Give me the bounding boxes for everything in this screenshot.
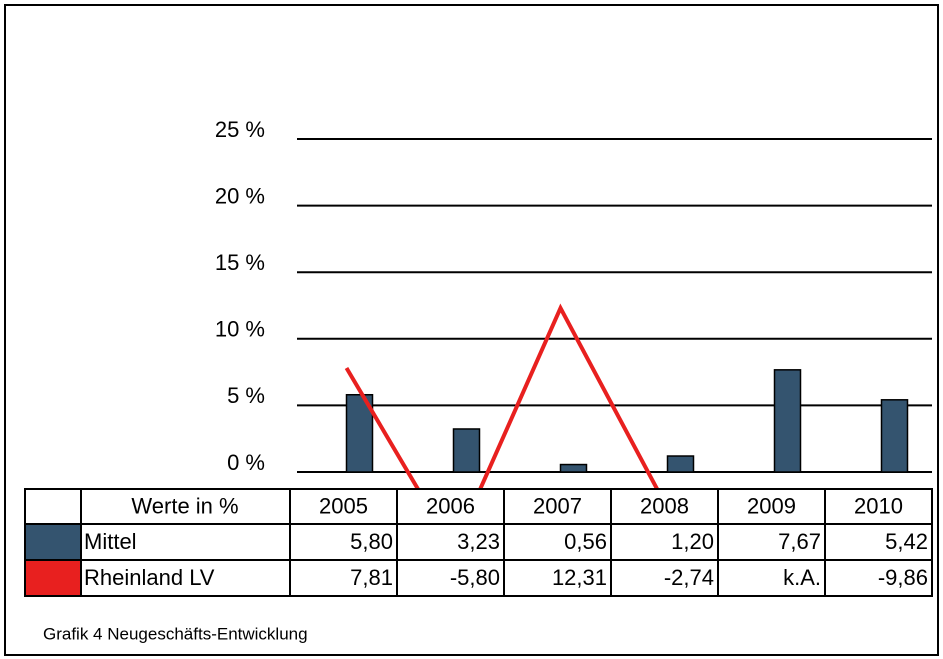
table-header: Werte in % bbox=[131, 493, 238, 518]
y-tick-label: 0 % bbox=[227, 450, 265, 475]
table-value: 0,56 bbox=[564, 529, 607, 554]
x-tick-label: 2010 bbox=[854, 493, 903, 518]
table-value: 5,42 bbox=[885, 529, 928, 554]
table-value: 7,81 bbox=[350, 565, 393, 590]
x-tick-label: 2008 bbox=[640, 493, 689, 518]
bar bbox=[773, 369, 802, 473]
legend-label: Mittel bbox=[84, 529, 137, 554]
table-value: -5,80 bbox=[450, 565, 500, 590]
bar bbox=[452, 428, 481, 473]
x-tick-label: 2005 bbox=[319, 493, 368, 518]
table-value: 12,31 bbox=[552, 565, 607, 590]
y-tick-label: 25 % bbox=[215, 117, 265, 142]
x-tick-label: 2009 bbox=[747, 493, 796, 518]
table-value: 5,80 bbox=[350, 529, 393, 554]
y-tick-label: 20 % bbox=[215, 183, 265, 208]
legend-label: Rheinland LV bbox=[84, 565, 215, 590]
table-value: 3,23 bbox=[457, 529, 500, 554]
y-tick-label: 10 % bbox=[215, 317, 265, 342]
table-value: -9,86 bbox=[878, 565, 928, 590]
x-tick-label: 2007 bbox=[533, 493, 582, 518]
y-tick-label: 15 % bbox=[215, 250, 265, 275]
x-tick-label: 2006 bbox=[426, 493, 475, 518]
bar bbox=[559, 463, 588, 473]
table-border bbox=[24, 488, 933, 597]
bar bbox=[345, 393, 374, 473]
bar bbox=[880, 399, 909, 473]
table-value: -2,74 bbox=[664, 565, 714, 590]
bar bbox=[666, 455, 695, 473]
y-tick-label: 5 % bbox=[227, 383, 265, 408]
table-value: 7,67 bbox=[778, 529, 821, 554]
frame bbox=[4, 4, 939, 656]
caption: Grafik 4 Neugeschäfts-Entwicklung bbox=[43, 624, 308, 643]
table-value: k.A. bbox=[783, 565, 821, 590]
table-value: 1,20 bbox=[671, 529, 714, 554]
legend-swatch bbox=[26, 561, 80, 595]
legend-swatch bbox=[26, 525, 80, 559]
